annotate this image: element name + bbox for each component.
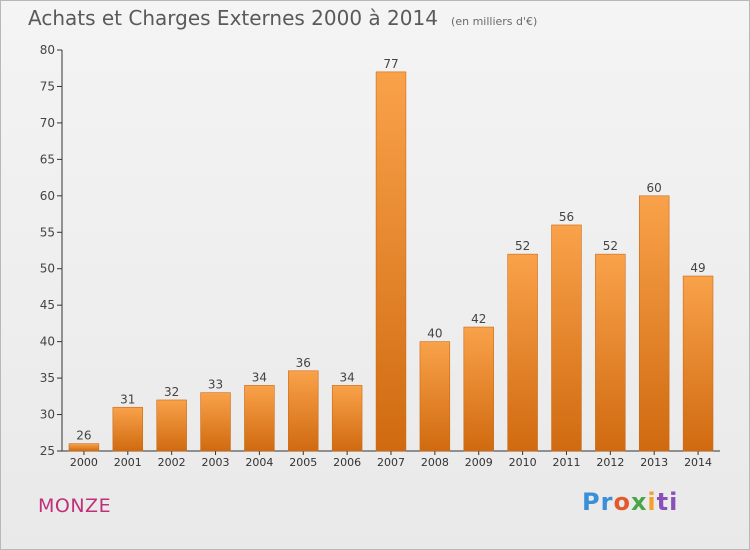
data-labels: 26 31 32 33 34 36 34 77 40 42 52 56 52 60 49 — [76, 57, 705, 443]
x-tick-label: 2013 — [640, 456, 668, 469]
data-label: 34 — [339, 370, 354, 384]
y-tick-label: 30 — [40, 408, 55, 422]
bars — [68, 71, 714, 452]
logo-part: Pr — [582, 488, 614, 516]
data-label: 32 — [164, 385, 179, 399]
x-tick-label: 2007 — [377, 456, 405, 469]
bar-2011 — [551, 224, 582, 452]
logo-part: ti — [656, 488, 679, 516]
x-tick-label: 2012 — [596, 456, 624, 469]
x-tick-label: 2009 — [465, 456, 493, 469]
bar-2010 — [507, 253, 538, 452]
y-tick-label: 80 — [40, 43, 55, 57]
y-tick-label: 65 — [40, 152, 55, 166]
x-tick-label: 2003 — [202, 456, 230, 469]
x-tick-label: 2014 — [684, 456, 712, 469]
chart-unit: (en milliers d'€) — [451, 15, 538, 28]
data-label: 31 — [120, 392, 135, 406]
x-tick-label: 2005 — [289, 456, 317, 469]
bar-2009 — [463, 326, 494, 452]
y-tick-label: 50 — [40, 262, 55, 276]
x-tick-label: 2006 — [333, 456, 361, 469]
bar-2005 — [288, 370, 319, 452]
bar-2007 — [375, 71, 407, 452]
y-tick-label: 45 — [40, 298, 55, 312]
bar-2004 — [244, 385, 275, 452]
y-tick-label: 25 — [40, 444, 55, 458]
y-tick-label: 35 — [40, 371, 55, 385]
data-label: 56 — [559, 210, 574, 224]
x-tick-label: 2008 — [421, 456, 449, 469]
data-label: 49 — [690, 261, 705, 275]
data-label: 34 — [252, 370, 267, 384]
data-label: 26 — [76, 429, 91, 443]
data-label: 77 — [383, 57, 398, 71]
data-label: 40 — [427, 327, 442, 341]
x-tick-label: 2001 — [114, 456, 142, 469]
x-tick-label: 2011 — [552, 456, 580, 469]
data-label: 36 — [296, 356, 311, 370]
bar-2008 — [419, 341, 451, 452]
bar-2012 — [595, 253, 626, 452]
proxiti-logo: Proxiti — [582, 488, 678, 516]
bar-2014 — [682, 275, 714, 452]
y-tick-label: 75 — [40, 79, 55, 93]
logo-part: x — [630, 488, 648, 516]
title-row: Achats et Charges Externes 2000 à 2014 (… — [28, 6, 537, 30]
y-tick-label: 55 — [40, 225, 55, 239]
y-tick-label: 60 — [40, 189, 55, 203]
bar-2002 — [156, 399, 187, 452]
y-tick-label: 70 — [40, 116, 55, 130]
bar-2003 — [200, 392, 231, 452]
x-tick-label: 2004 — [245, 456, 273, 469]
x-tick-label: 2010 — [509, 456, 537, 469]
bar-2013 — [638, 195, 670, 452]
place-name: MONZE — [38, 495, 112, 517]
data-label: 60 — [647, 181, 662, 195]
chart-title: Achats et Charges Externes 2000 à 2014 — [28, 6, 438, 30]
data-label: 52 — [515, 239, 530, 253]
bar-2006 — [331, 385, 363, 452]
data-label: 52 — [603, 239, 618, 253]
x-tick-label: 2000 — [70, 456, 98, 469]
y-tick-label: 40 — [40, 335, 55, 349]
logo-part: o — [613, 488, 631, 516]
data-label: 33 — [208, 378, 223, 392]
logo-part: i — [647, 488, 657, 516]
bar-2000 — [68, 443, 100, 452]
bar-2001 — [112, 406, 144, 452]
x-tick-label: 2002 — [158, 456, 186, 469]
data-label: 42 — [471, 312, 486, 326]
